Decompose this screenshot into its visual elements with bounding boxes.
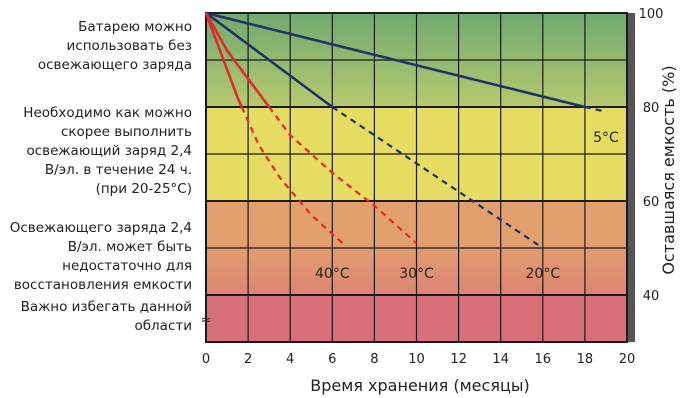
curve-dashed-30c [268, 106, 418, 245]
axis-break-mark: ≈ [201, 313, 212, 328]
zone-text-line: Необходимо как можно [23, 105, 192, 121]
zone-text-line: освежающий заряд 2,4 [26, 143, 192, 159]
curve-label-5c: 5°C [593, 130, 619, 146]
y-tick-label: 60 [643, 195, 660, 210]
y-axis-ticks: 100 80 60 40 [639, 7, 664, 304]
right-frame-bar [627, 13, 635, 342]
x-tick-label: 20 [619, 352, 636, 367]
zone-text-no-recharge: Батарею можно использовать без освежающего… [38, 18, 192, 75]
curve-label-30c: 30°C [399, 266, 434, 282]
x-axis-ticks: 0 2 4 6 8 10 12 14 16 18 20 [202, 352, 635, 367]
zone-text-line: скорее выполнить [60, 124, 192, 140]
y-tick-label: 100 [639, 7, 664, 22]
zone-text-line: Важно избегать данной [20, 299, 192, 315]
zone-text-recharge-insufficient: Освежающего заряда 2,4 В/эл. может быть не… [10, 219, 192, 295]
zone-text-line: восстановления емкости [13, 277, 192, 293]
x-tick-label: 4 [286, 352, 294, 367]
x-tick-label: 12 [450, 352, 467, 367]
x-tick-label: 10 [408, 352, 425, 367]
x-tick-label: 0 [202, 352, 210, 367]
x-axis-title: Время хранения (месяцы) [310, 376, 529, 395]
curve-label-20c: 20°C [526, 266, 561, 282]
curve-solid-20c [205, 11, 334, 109]
x-tick-label: 6 [328, 352, 336, 367]
x-tick-label: 2 [244, 352, 252, 367]
zone-text-line: В/эл. может быть [67, 239, 192, 255]
zone-text-line: Батарею можно [78, 19, 192, 35]
zone-text-recharge-asap: Необходимо как можно скорее выполнить осве… [23, 104, 192, 199]
zone-text-line: В/эл. в течение 24 ч. [44, 162, 192, 178]
curve-label-40c: 40°C [315, 266, 350, 282]
curve-solid-40c [204, 12, 243, 108]
x-tick-label: 18 [577, 352, 594, 367]
curve-dashed-5c [584, 105, 607, 113]
x-tick-label: 8 [370, 352, 378, 367]
zone-text-line: области [134, 318, 192, 334]
y-tick-label: 40 [643, 289, 660, 304]
y-tick-label: 80 [643, 101, 660, 116]
x-tick-label: 14 [492, 352, 509, 367]
grid [205, 12, 628, 343]
zone-text-line: (при 20-25°C) [95, 181, 192, 197]
zone-text-line: Освежающего заряда 2,4 [9, 220, 192, 236]
zone-text-avoid-area: Важно избегать данной области [21, 298, 192, 336]
zone-text-line: освежающего заряда [37, 57, 192, 73]
curve-solid-30c [204, 12, 271, 108]
plot-frame [205, 12, 628, 343]
curve-dashed-20c [331, 106, 544, 249]
zone-text-line: недостаточно для [62, 258, 192, 274]
curve-solid-5c [205, 11, 586, 109]
curve-dashed-40c [240, 106, 344, 245]
y-axis-title: Оставшаяся емкость (%) [659, 65, 678, 274]
curves: 5°C 20°C 30°C 40°C [204, 11, 619, 282]
zone-text-line: использовать без [66, 38, 192, 54]
x-tick-label: 16 [535, 352, 552, 367]
